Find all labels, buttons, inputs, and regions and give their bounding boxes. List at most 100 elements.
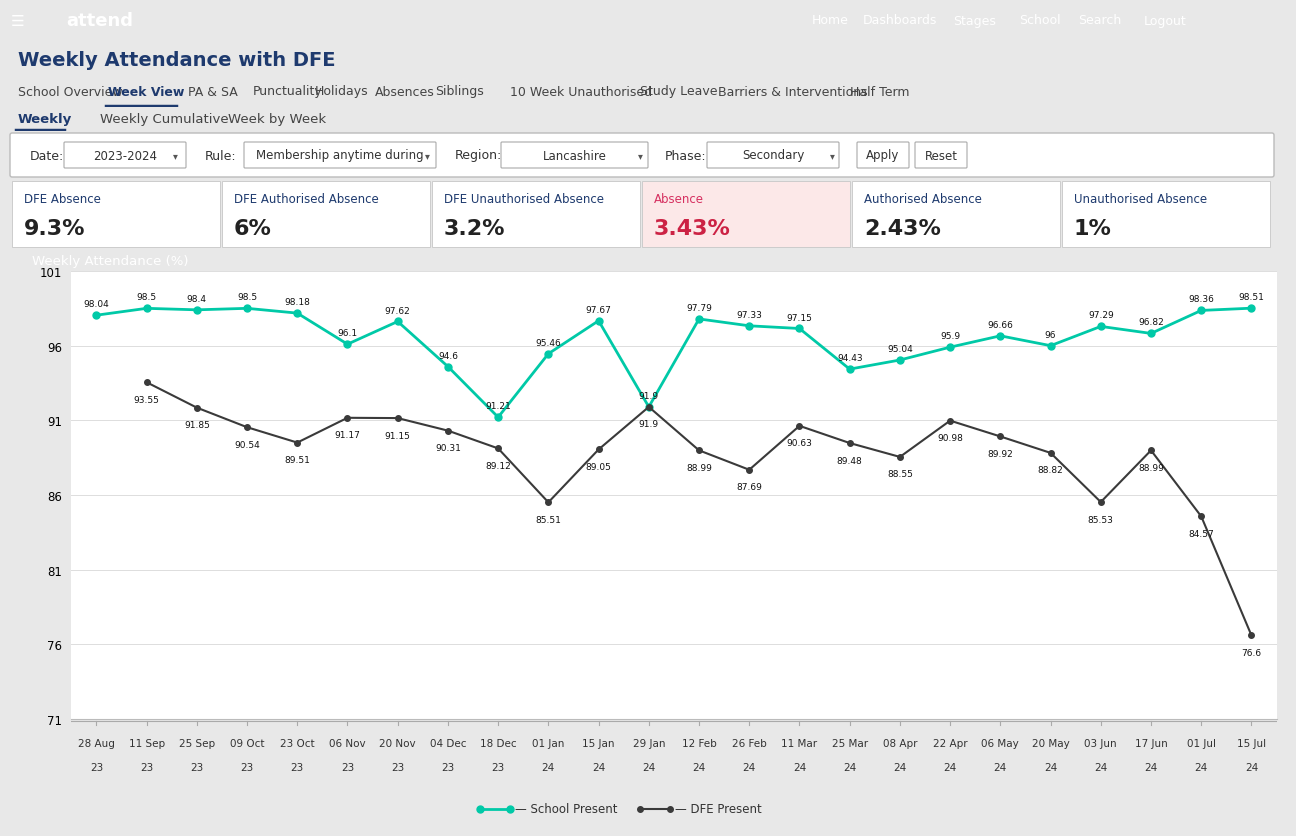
Text: 24: 24 bbox=[1144, 762, 1157, 772]
Text: DFE Unauthorised Absence: DFE Unauthorised Absence bbox=[445, 193, 604, 206]
Text: 96.1: 96.1 bbox=[337, 329, 358, 338]
FancyBboxPatch shape bbox=[244, 143, 435, 169]
Text: Barriers & Interventions: Barriers & Interventions bbox=[718, 85, 867, 99]
Text: 3.2%: 3.2% bbox=[445, 219, 505, 239]
Bar bbox=[12, 181, 220, 247]
FancyBboxPatch shape bbox=[708, 143, 839, 169]
Text: 26 Feb: 26 Feb bbox=[732, 738, 767, 748]
Text: Reset: Reset bbox=[924, 150, 958, 162]
Text: 23: 23 bbox=[241, 762, 254, 772]
Text: 20 May: 20 May bbox=[1032, 738, 1069, 748]
Text: 01 Jul: 01 Jul bbox=[1187, 738, 1216, 748]
Text: Search: Search bbox=[1078, 14, 1121, 28]
Bar bbox=[222, 181, 430, 247]
Text: 96.82: 96.82 bbox=[1138, 318, 1164, 327]
Text: 96.66: 96.66 bbox=[988, 320, 1013, 329]
Text: Absence: Absence bbox=[654, 193, 704, 206]
Text: 88.55: 88.55 bbox=[886, 470, 912, 479]
Text: Dashboards: Dashboards bbox=[863, 14, 937, 28]
Text: 23: 23 bbox=[341, 762, 354, 772]
Text: 24: 24 bbox=[592, 762, 605, 772]
Text: Absences: Absences bbox=[375, 85, 434, 99]
Text: ▾: ▾ bbox=[829, 150, 835, 161]
Text: 11 Mar: 11 Mar bbox=[781, 738, 818, 748]
Text: 1%: 1% bbox=[1074, 219, 1112, 239]
Text: School Overview: School Overview bbox=[18, 85, 123, 99]
Text: 24: 24 bbox=[1094, 762, 1107, 772]
Text: 90.54: 90.54 bbox=[235, 441, 260, 449]
Text: 24: 24 bbox=[643, 762, 656, 772]
Text: 96: 96 bbox=[1045, 330, 1056, 339]
Text: Half Term: Half Term bbox=[850, 85, 910, 99]
Text: 98.4: 98.4 bbox=[187, 294, 207, 303]
Text: 6%: 6% bbox=[235, 219, 272, 239]
Text: 97.62: 97.62 bbox=[385, 306, 411, 315]
Text: 24: 24 bbox=[692, 762, 705, 772]
Text: 98.5: 98.5 bbox=[136, 293, 157, 302]
Text: 24: 24 bbox=[1245, 762, 1258, 772]
Text: 25 Sep: 25 Sep bbox=[179, 738, 215, 748]
Text: 04 Dec: 04 Dec bbox=[430, 738, 467, 748]
Text: 18 Dec: 18 Dec bbox=[480, 738, 517, 748]
Text: DFE Authorised Absence: DFE Authorised Absence bbox=[235, 193, 378, 206]
Text: 01 Jan: 01 Jan bbox=[533, 738, 565, 748]
Text: 91.9: 91.9 bbox=[639, 420, 658, 429]
Text: Date:: Date: bbox=[30, 150, 65, 162]
FancyBboxPatch shape bbox=[10, 134, 1274, 178]
Text: Region:: Region: bbox=[455, 150, 503, 162]
Text: 24: 24 bbox=[542, 762, 555, 772]
Text: 23: 23 bbox=[391, 762, 404, 772]
Text: 97.67: 97.67 bbox=[586, 305, 612, 314]
Text: ☰: ☰ bbox=[12, 13, 25, 28]
Text: Apply: Apply bbox=[866, 150, 899, 162]
Text: 76.6: 76.6 bbox=[1242, 648, 1261, 657]
Text: 93.55: 93.55 bbox=[133, 395, 159, 405]
Text: Lancashire: Lancashire bbox=[543, 150, 607, 162]
Text: 24: 24 bbox=[893, 762, 906, 772]
Text: 95.9: 95.9 bbox=[940, 332, 960, 341]
Text: 15 Jan: 15 Jan bbox=[582, 738, 614, 748]
Text: 23 Oct: 23 Oct bbox=[280, 738, 315, 748]
Text: 91.17: 91.17 bbox=[334, 431, 360, 440]
Text: PA & SA: PA & SA bbox=[188, 85, 237, 99]
Text: — DFE Present: — DFE Present bbox=[675, 803, 762, 816]
Text: 08 Apr: 08 Apr bbox=[883, 738, 918, 748]
Text: 28 Aug: 28 Aug bbox=[78, 738, 115, 748]
Text: ▾: ▾ bbox=[638, 150, 643, 161]
Text: 98.5: 98.5 bbox=[237, 293, 257, 302]
Text: Siblings: Siblings bbox=[435, 85, 483, 99]
Bar bbox=[432, 181, 640, 247]
Text: 98.04: 98.04 bbox=[83, 300, 109, 308]
Text: 98.18: 98.18 bbox=[284, 298, 310, 307]
Text: Punctuality: Punctuality bbox=[253, 85, 323, 99]
Text: 97.29: 97.29 bbox=[1087, 311, 1113, 320]
Text: 91.15: 91.15 bbox=[385, 431, 411, 440]
Text: 23: 23 bbox=[140, 762, 153, 772]
FancyBboxPatch shape bbox=[857, 143, 908, 169]
Text: 23: 23 bbox=[442, 762, 455, 772]
Text: 84.57: 84.57 bbox=[1188, 529, 1214, 538]
Text: 91.21: 91.21 bbox=[485, 402, 511, 410]
Text: 03 Jun: 03 Jun bbox=[1085, 738, 1117, 748]
Bar bbox=[1061, 181, 1270, 247]
Text: 09 Oct: 09 Oct bbox=[229, 738, 264, 748]
FancyBboxPatch shape bbox=[915, 143, 967, 169]
Text: 88.82: 88.82 bbox=[1038, 466, 1064, 475]
Text: Unauthorised Absence: Unauthorised Absence bbox=[1074, 193, 1207, 206]
Text: 89.92: 89.92 bbox=[988, 450, 1013, 458]
Text: Weekly Attendance (%): Weekly Attendance (%) bbox=[32, 254, 188, 268]
Text: 87.69: 87.69 bbox=[736, 482, 762, 492]
Text: 23: 23 bbox=[191, 762, 203, 772]
Text: 06 Nov: 06 Nov bbox=[329, 738, 365, 748]
Text: 24: 24 bbox=[994, 762, 1007, 772]
Text: 24: 24 bbox=[943, 762, 956, 772]
Text: 97.15: 97.15 bbox=[787, 314, 813, 322]
Text: Authorised Absence: Authorised Absence bbox=[864, 193, 982, 206]
Text: 97.79: 97.79 bbox=[686, 303, 712, 313]
Text: 23: 23 bbox=[89, 762, 102, 772]
Text: 06 May: 06 May bbox=[981, 738, 1019, 748]
Text: 98.51: 98.51 bbox=[1239, 293, 1265, 302]
Text: 89.51: 89.51 bbox=[284, 456, 310, 465]
Text: Logout: Logout bbox=[1143, 14, 1186, 28]
Bar bbox=[642, 181, 850, 247]
